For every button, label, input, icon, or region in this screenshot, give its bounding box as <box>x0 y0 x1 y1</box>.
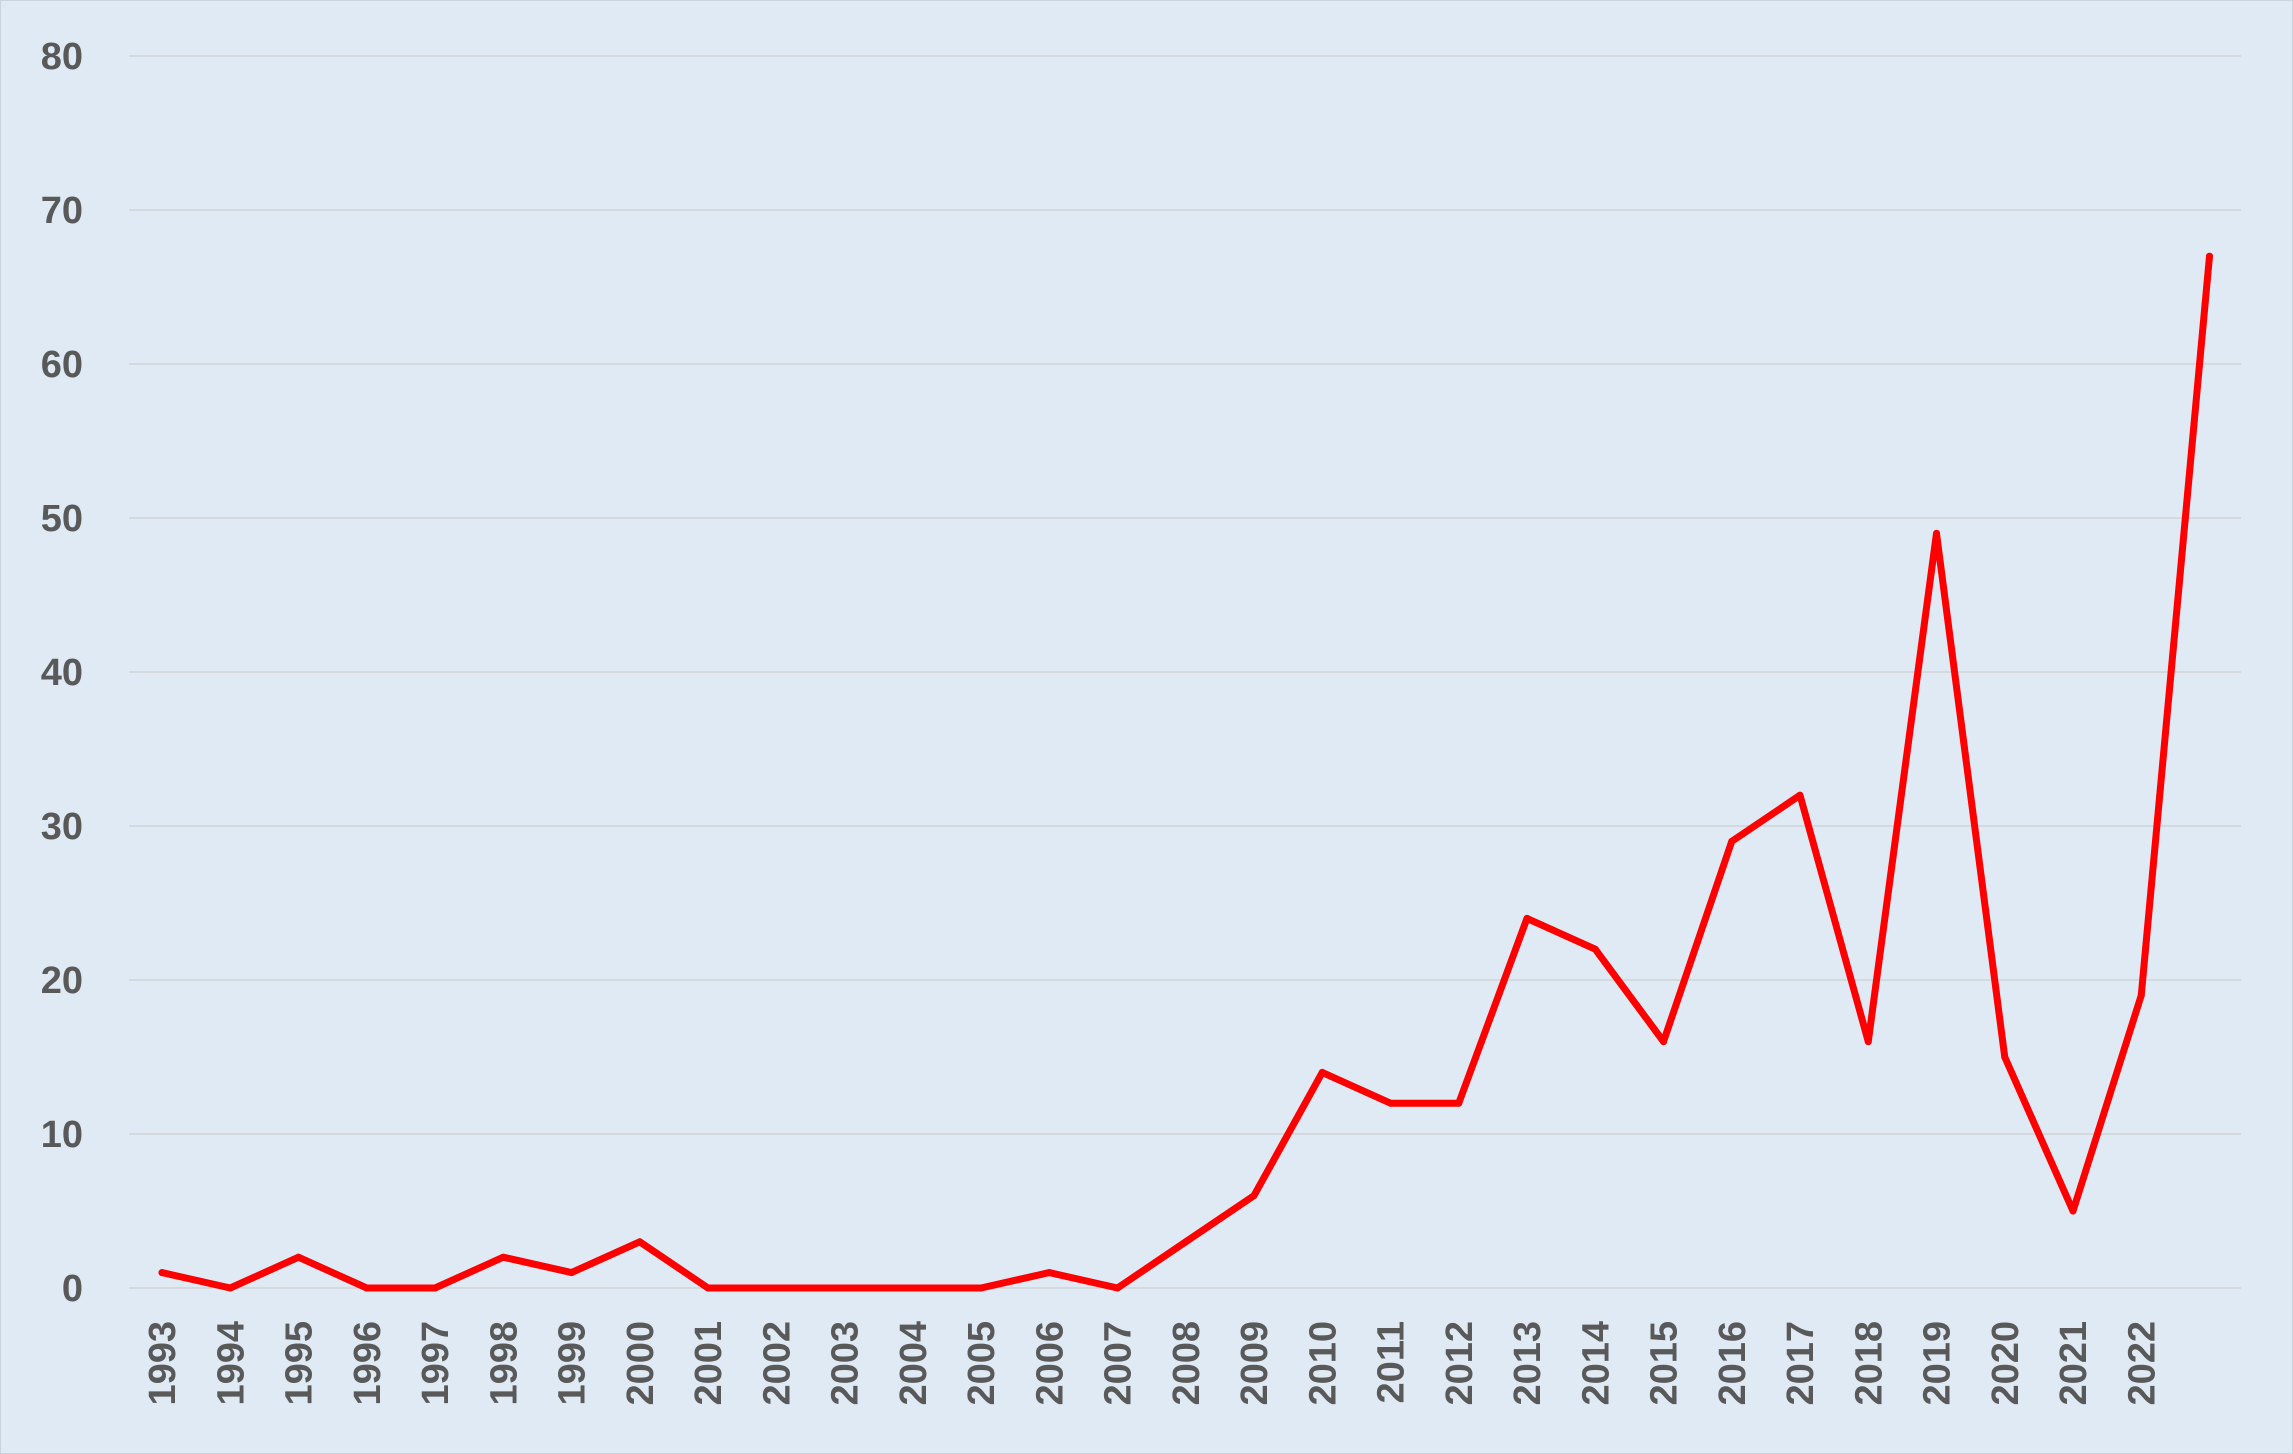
data-point <box>1455 1099 1463 1107</box>
x-tick-label: 2002 <box>756 1321 798 1406</box>
x-tick-label: 1996 <box>347 1321 389 1406</box>
x-tick-label: 1993 <box>142 1321 184 1406</box>
data-point <box>1318 1068 1326 1076</box>
x-tick-label: 2015 <box>1644 1321 1686 1406</box>
x-tick-label: 2021 <box>2053 1321 2095 1406</box>
data-point <box>363 1284 371 1292</box>
x-tick-label: 2003 <box>825 1321 867 1406</box>
data-point <box>636 1238 644 1246</box>
series-layer <box>158 252 2213 1292</box>
x-tick-label: 2013 <box>1507 1321 1549 1406</box>
data-point <box>1796 791 1804 799</box>
y-tick-label: 60 <box>41 344 83 386</box>
x-tick-label: 2008 <box>1166 1321 1208 1406</box>
x-tick-label: 2011 <box>1371 1321 1413 1403</box>
y-tick-label: 50 <box>41 498 83 540</box>
x-tick-label: 2000 <box>620 1321 662 1406</box>
x-tick-label: 2007 <box>1098 1321 1140 1406</box>
y-tick-label: 40 <box>41 652 83 694</box>
data-point <box>568 1269 575 1277</box>
data-point <box>158 1269 166 1277</box>
data-point <box>1045 1269 1053 1277</box>
y-axis-tick-labels: 0 10 20 30 40 50 60 70 80 <box>41 36 83 1310</box>
data-point <box>1933 529 1940 537</box>
x-tick-label: 2014 <box>1575 1321 1617 1406</box>
data-point <box>2206 252 2213 260</box>
x-tick-label: 2005 <box>961 1321 1003 1406</box>
gridlines <box>129 55 2241 1289</box>
y-tick-label: 20 <box>41 960 83 1002</box>
x-tick-label: 2016 <box>1712 1321 1754 1406</box>
x-tick-label: 2022 <box>2121 1321 2163 1406</box>
x-tick-label: 2006 <box>1029 1321 1071 1406</box>
x-tick-label: 2009 <box>1234 1321 1276 1406</box>
x-tick-label: 2012 <box>1439 1321 1481 1406</box>
y-tick-label: 30 <box>41 806 83 848</box>
y-tick-label: 0 <box>62 1268 83 1310</box>
x-tick-label: 2010 <box>1302 1321 1344 1406</box>
x-tick-label: 2020 <box>1985 1321 2027 1406</box>
data-point <box>1250 1192 1258 1200</box>
data-point <box>704 1284 712 1292</box>
data-point <box>1864 1038 1872 1046</box>
data-point <box>1728 837 1736 845</box>
x-tick-label: 1999 <box>552 1321 594 1406</box>
data-point <box>2137 991 2145 999</box>
x-tick-label: 2001 <box>688 1321 730 1406</box>
data-point <box>499 1253 507 1261</box>
x-tick-label: 2019 <box>1917 1321 1959 1406</box>
data-point <box>977 1284 985 1292</box>
data-point <box>909 1284 917 1292</box>
x-tick-label: 1997 <box>415 1321 457 1406</box>
x-tick-label: 1994 <box>210 1321 252 1406</box>
x-tick-label: 2004 <box>893 1321 935 1406</box>
x-tick-label: 1998 <box>483 1321 525 1406</box>
data-point <box>295 1253 302 1261</box>
y-tick-label: 70 <box>41 190 83 232</box>
data-point <box>2001 1053 2009 1061</box>
y-tick-label: 10 <box>41 1114 83 1156</box>
data-point <box>1114 1284 1121 1292</box>
data-point <box>226 1284 234 1292</box>
data-point <box>1523 914 1531 922</box>
data-point <box>2069 1207 2077 1215</box>
x-tick-label: 2017 <box>1780 1321 1822 1406</box>
x-tick-label: 1995 <box>279 1321 321 1406</box>
data-point <box>1591 945 1599 953</box>
x-tick-label: 2018 <box>1848 1321 1890 1406</box>
data-point <box>1387 1099 1394 1107</box>
x-axis-tick-labels: 1993 1994 1995 1996 1997 1998 1999 2000 2001 2002… <box>142 1321 2163 1406</box>
data-point <box>1660 1038 1667 1046</box>
data-point <box>772 1284 780 1292</box>
data-point <box>841 1284 848 1292</box>
data-point <box>1182 1238 1190 1246</box>
y-tick-label: 80 <box>41 36 83 78</box>
data-point <box>431 1284 439 1292</box>
